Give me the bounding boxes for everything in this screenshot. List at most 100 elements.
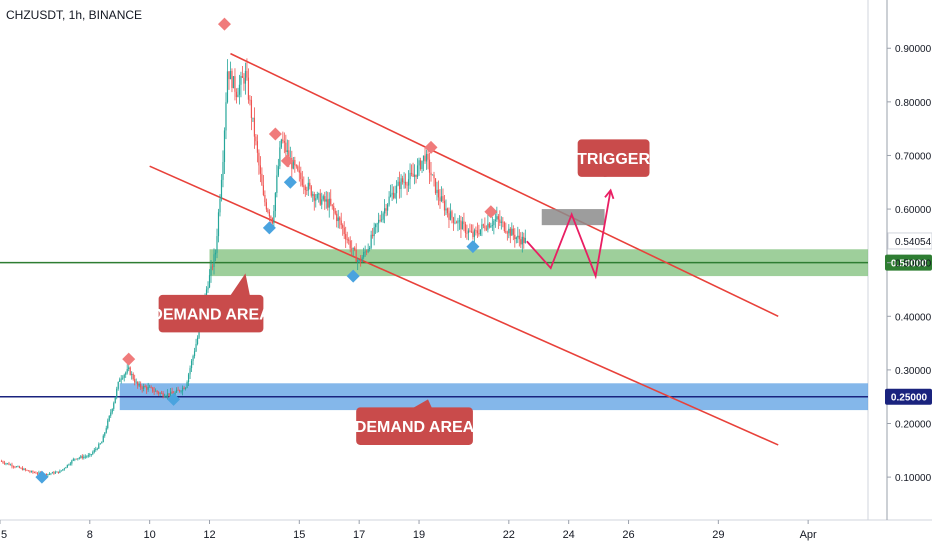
candle-body <box>219 198 221 213</box>
projection-zigzag <box>526 190 612 280</box>
candle-body <box>249 99 251 101</box>
candle-body <box>506 232 508 234</box>
candle-body <box>375 224 377 228</box>
symbol-title: CHZUSDT, 1h, BINANCE <box>6 8 143 22</box>
y-tick-label: 0.60000 <box>895 205 932 216</box>
candle-body <box>520 239 522 245</box>
candle-body <box>164 396 166 398</box>
candle-body <box>256 141 259 153</box>
candle-body <box>78 457 80 459</box>
candle-body <box>425 153 428 162</box>
candle-body <box>318 193 320 195</box>
candle-body <box>262 185 264 196</box>
candle-body <box>333 206 335 211</box>
callout-label: TRIGGER <box>577 151 650 168</box>
candle-body <box>410 172 413 174</box>
callout-box <box>158 294 264 333</box>
candle-body <box>95 449 97 450</box>
candle-body <box>235 91 238 97</box>
y-tick-label: 0.20000 <box>895 420 932 431</box>
candle-body <box>304 186 306 191</box>
candle-body <box>253 117 256 137</box>
candle-body <box>36 473 39 475</box>
candle-body <box>460 220 462 230</box>
candle-body <box>141 387 143 389</box>
candle-body <box>255 136 257 142</box>
candle-body <box>370 234 372 248</box>
candle-body <box>452 217 455 223</box>
time-axis[interactable]: 5 8 10 12 15 17 19 22 24 26 29 Apr <box>0 520 817 541</box>
price-axis[interactable]: 0.50000 0.25000 0.10000 0.20000 0.30000 0.400… <box>885 0 932 520</box>
candle-body <box>481 224 483 230</box>
candle-body <box>388 196 390 205</box>
candle-body <box>431 174 434 176</box>
candle-body <box>473 230 476 238</box>
candle-body <box>301 179 303 186</box>
candle-body <box>207 287 209 290</box>
candle-body <box>119 379 121 382</box>
candle-body <box>372 234 374 237</box>
candle-body <box>72 459 74 461</box>
candle-body <box>53 472 55 474</box>
candle-body <box>62 469 64 471</box>
candle-body <box>497 216 499 220</box>
candle-body <box>476 230 478 234</box>
candle-body <box>137 381 139 386</box>
candle-body <box>158 392 160 394</box>
y-tick-label: 0.40000 <box>895 312 932 323</box>
x-tick-label: 26 <box>622 529 634 541</box>
y-tick-label: 0.30000 <box>895 366 932 377</box>
candle-body <box>96 448 98 450</box>
candle-body <box>21 467 24 470</box>
candle-body <box>415 174 417 177</box>
candle-body <box>524 237 526 243</box>
candle-body <box>271 217 273 224</box>
candle-body <box>35 472 37 474</box>
candle-body <box>265 202 267 210</box>
candle-body <box>325 199 327 202</box>
candle-body <box>128 367 130 370</box>
candle-body <box>361 257 363 262</box>
candle-body <box>310 186 312 196</box>
candle-body <box>457 220 459 224</box>
x-tick-label: 10 <box>144 529 156 541</box>
candle-body <box>363 252 365 258</box>
level-lines <box>0 261 868 398</box>
candle-body <box>500 221 502 223</box>
blue-level-tag <box>885 388 932 405</box>
candle-body <box>282 139 284 142</box>
candle-body <box>376 223 378 225</box>
candle-body <box>60 470 62 472</box>
candle-body <box>307 182 309 191</box>
candle-body <box>327 199 329 208</box>
candle-body <box>360 260 362 262</box>
candle-body <box>313 194 315 201</box>
candle-body <box>382 213 384 220</box>
candle-body <box>223 130 226 162</box>
candle-body <box>322 196 324 200</box>
candle-body <box>6 463 9 465</box>
candle-body <box>51 472 53 474</box>
candle-body <box>509 228 511 236</box>
candle-body <box>83 456 85 458</box>
callout-box <box>577 139 650 177</box>
descending-channel <box>149 52 779 446</box>
callout-label: DEMAND AREA <box>355 419 475 436</box>
candle-body <box>409 172 411 180</box>
candle-body <box>427 153 429 160</box>
x-tick-label: 24 <box>563 529 575 541</box>
candle-body <box>195 344 197 352</box>
level-label: 0.50000 <box>891 259 928 270</box>
candle-body <box>443 200 446 211</box>
candle-body <box>273 210 275 224</box>
callouts: TRIGGER DEMAND AREA DEMAND AREA <box>151 139 650 445</box>
channel-upper-line <box>230 52 779 318</box>
candle-body <box>155 390 157 392</box>
candle-body <box>183 387 185 390</box>
candle-body <box>167 393 169 396</box>
candle-body <box>351 248 353 250</box>
projection-arrowhead <box>604 188 615 200</box>
candle-body <box>324 196 326 202</box>
candle-body <box>274 192 276 211</box>
